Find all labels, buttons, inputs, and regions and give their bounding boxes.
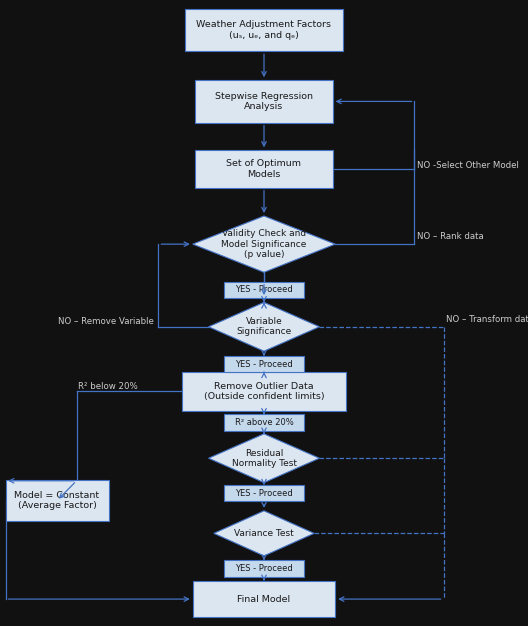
Polygon shape (209, 434, 319, 483)
Text: R² above 20%: R² above 20% (234, 418, 294, 427)
Text: YES - Proceed: YES - Proceed (235, 285, 293, 294)
FancyBboxPatch shape (195, 80, 333, 123)
Text: Weather Adjustment Factors
(uₛ, uₑ, and qₑ): Weather Adjustment Factors (uₛ, uₑ, and … (196, 21, 332, 39)
Text: YES - Proceed: YES - Proceed (235, 489, 293, 498)
FancyBboxPatch shape (224, 414, 304, 431)
FancyBboxPatch shape (224, 282, 304, 298)
Text: NO -Select Other Model: NO -Select Other Model (417, 161, 519, 170)
Text: Variance Test: Variance Test (234, 529, 294, 538)
Text: NO – Transform data: NO – Transform data (446, 315, 528, 324)
FancyBboxPatch shape (185, 9, 343, 51)
FancyBboxPatch shape (224, 356, 304, 372)
Polygon shape (214, 511, 314, 556)
Text: Remove Outlier Data
(Outside confident limits): Remove Outlier Data (Outside confident l… (204, 382, 324, 401)
Text: NO – Rank data: NO – Rank data (417, 232, 484, 241)
FancyBboxPatch shape (193, 581, 335, 617)
FancyBboxPatch shape (224, 485, 304, 501)
Text: Set of Optimum
Models: Set of Optimum Models (227, 160, 301, 178)
FancyBboxPatch shape (195, 150, 333, 188)
FancyBboxPatch shape (224, 560, 304, 577)
Text: Validity Check and
Model Significance
(p value): Validity Check and Model Significance (p… (221, 229, 307, 259)
Text: Final Model: Final Model (238, 595, 290, 603)
Polygon shape (209, 302, 319, 351)
Text: Model = Constant
(Average Factor): Model = Constant (Average Factor) (14, 491, 100, 510)
Text: NO – Remove Variable: NO – Remove Variable (58, 317, 154, 326)
Text: YES - Proceed: YES - Proceed (235, 360, 293, 369)
Text: Residual
Normality Test: Residual Normality Test (231, 449, 297, 468)
FancyBboxPatch shape (182, 372, 346, 411)
Text: YES - Proceed: YES - Proceed (235, 564, 293, 573)
FancyBboxPatch shape (5, 481, 109, 521)
Text: Variable
Significance: Variable Significance (237, 317, 291, 336)
Text: Stepwise Regression
Analysis: Stepwise Regression Analysis (215, 92, 313, 111)
Text: R² below 20%: R² below 20% (78, 382, 138, 391)
Polygon shape (193, 216, 335, 272)
